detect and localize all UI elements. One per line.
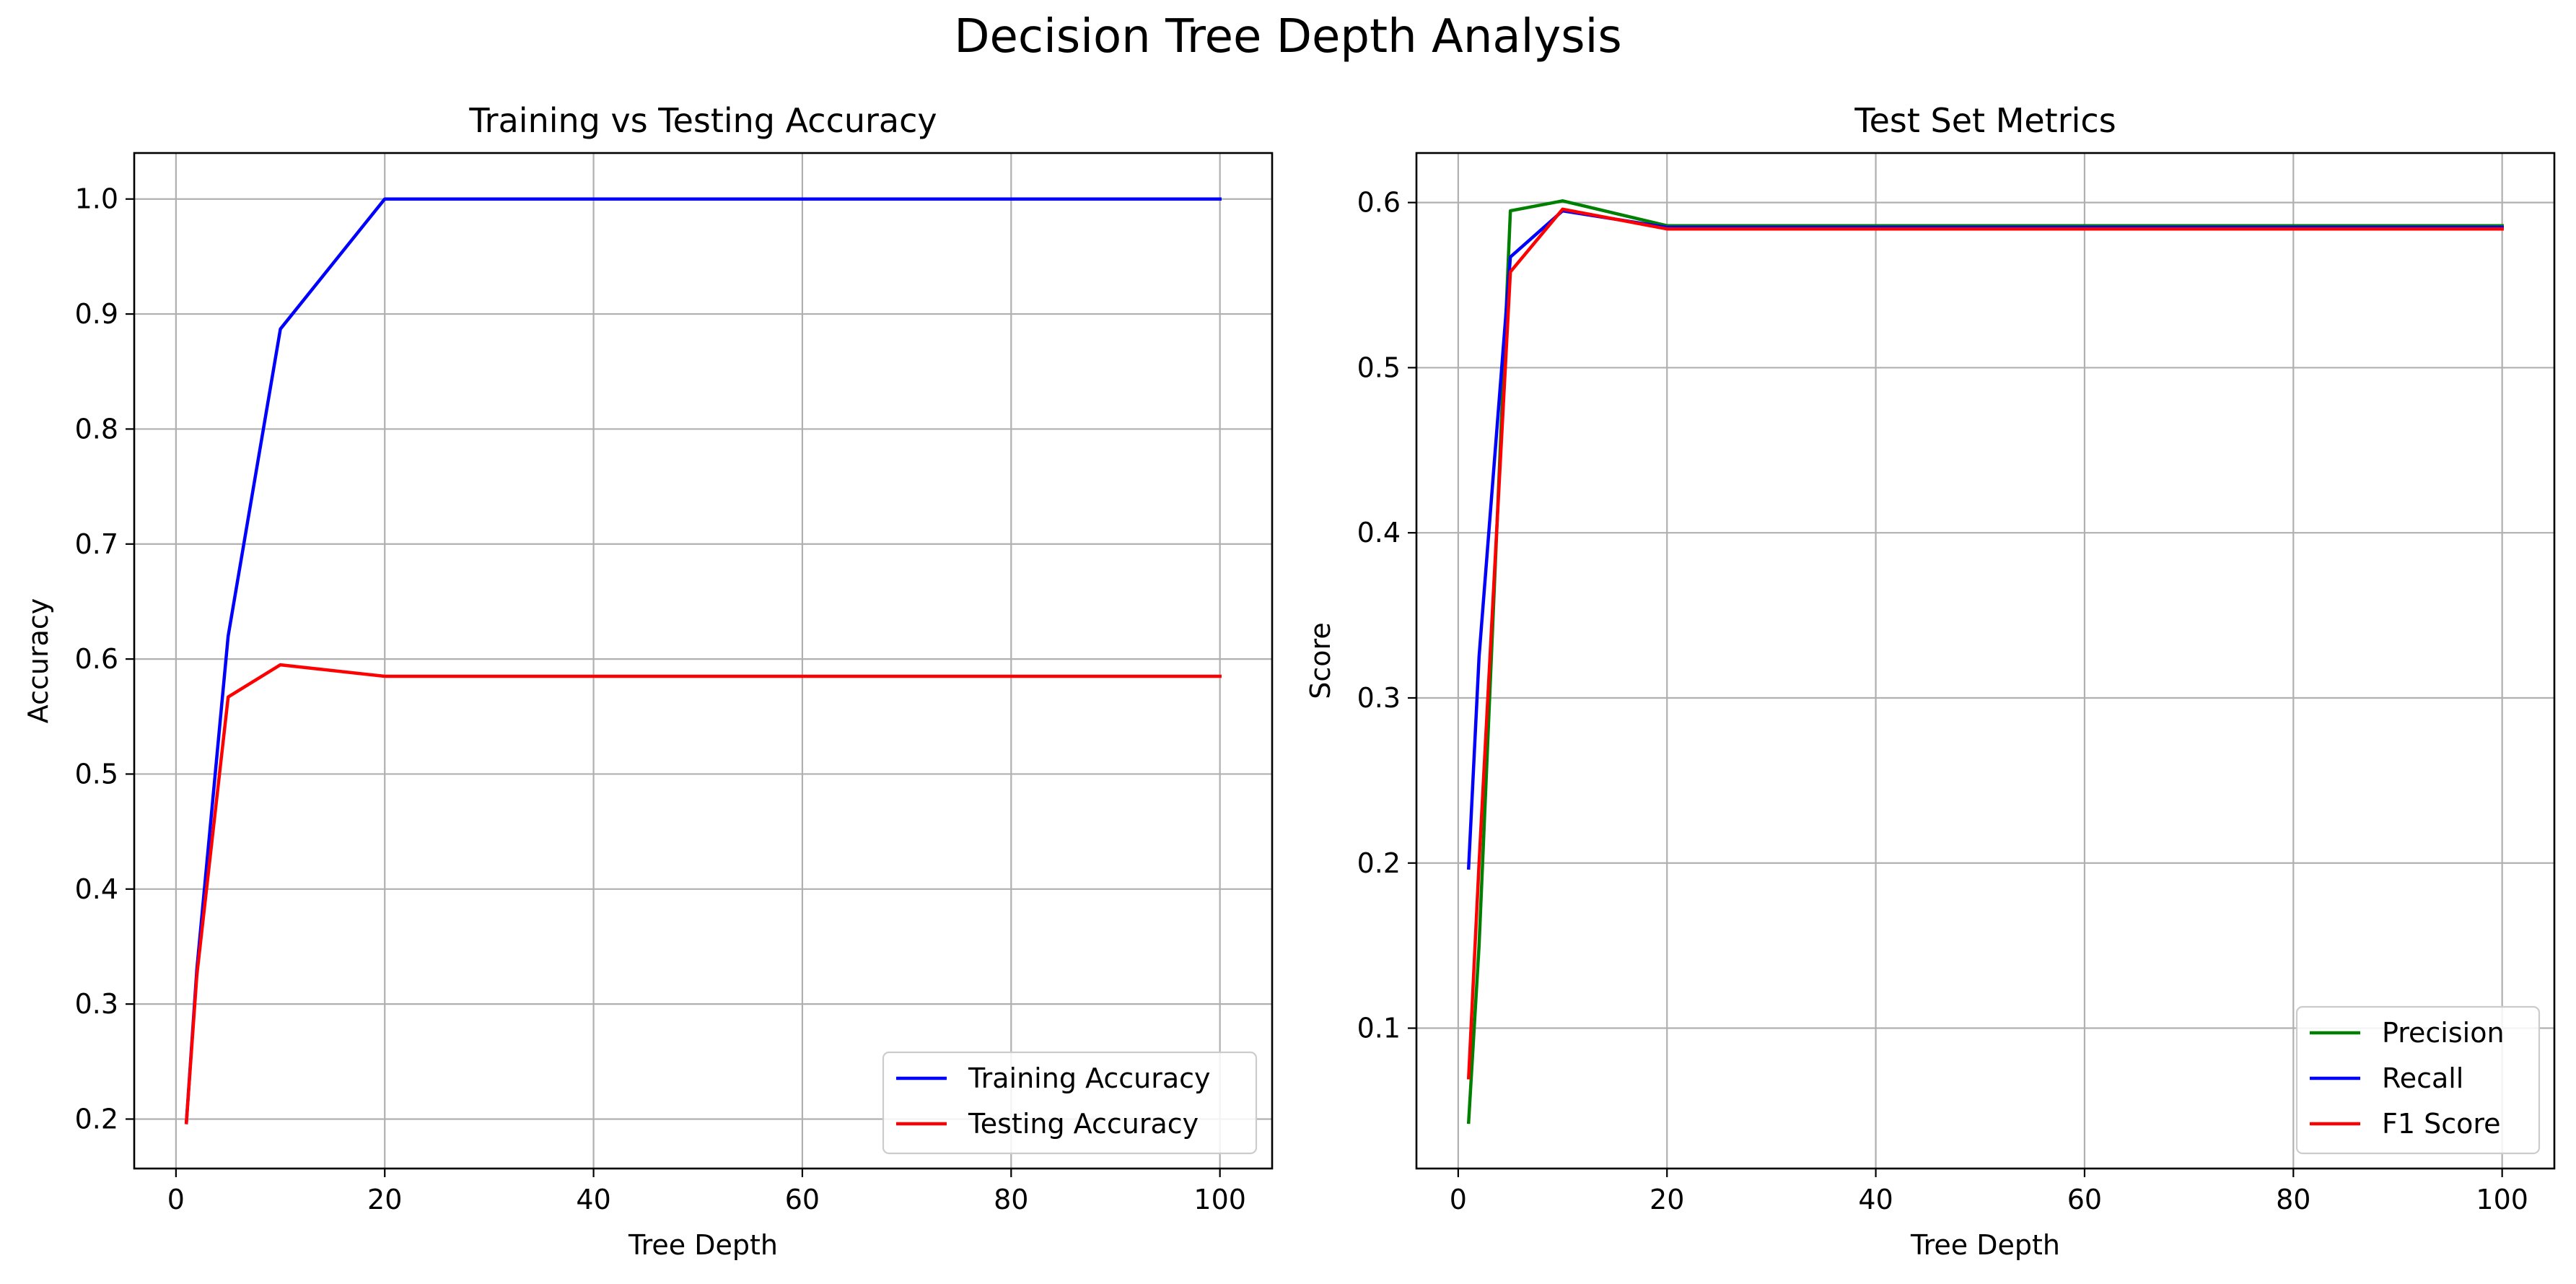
legend-box: [882, 1051, 1258, 1155]
figure-title: Decision Tree Depth Analysis: [954, 10, 1622, 64]
x-tick-label: 20: [367, 1184, 402, 1215]
legend-label: Precision: [2382, 1017, 2505, 1049]
series-line: [184, 197, 1222, 1124]
x-tick-label: 100: [1193, 1184, 1246, 1215]
chart-accuracy: 0 20 40 60 80 100 0.2 0.3 0.4 0.5 0.6 0.7 0.8 0.9 1.0 T…: [22, 101, 1274, 1261]
legend-label: Training Accuracy: [968, 1062, 1211, 1094]
legend: Training Accuracy Testing Accuracy: [882, 1051, 1258, 1155]
legend-label: Recall: [2382, 1062, 2463, 1094]
plot-frame: [1415, 152, 2556, 1170]
legend-box: [2295, 1005, 2541, 1155]
chart-test-metrics: 0 20 40 60 80 100 0.1 0.2 0.3 0.4 0.5 0.6 Test Set M…: [1305, 101, 2556, 1261]
x-tick-label: 80: [2276, 1184, 2310, 1215]
series-line: [1466, 199, 2504, 1124]
x-tick-label: 20: [1650, 1184, 1684, 1215]
legend-label: Testing Accuracy: [968, 1108, 1199, 1140]
x-tick-label: 100: [2476, 1184, 2528, 1215]
x-tick-label: 40: [1858, 1184, 1893, 1215]
y-axis-label: Accuracy: [22, 598, 54, 724]
legend: Precision Recall F1 Score: [2295, 1005, 2541, 1155]
y-tick-label: 0.1: [1357, 1013, 1401, 1044]
x-axis-label: Tree Depth: [1910, 1229, 2060, 1261]
y-tick-label: 0.3: [1357, 682, 1401, 714]
series-line: [1466, 209, 2504, 870]
chart-title: Training vs Testing Accuracy: [468, 101, 937, 140]
y-tick-label: 0.5: [75, 758, 118, 790]
y-tick-label: 0.4: [75, 873, 118, 905]
x-tick-label: 0: [167, 1184, 185, 1215]
legend-label: F1 Score: [2382, 1108, 2501, 1140]
x-tick-label: 60: [2067, 1184, 2102, 1215]
plot-frame: [133, 152, 1274, 1170]
y-tick-label: 0.7: [75, 528, 118, 560]
y-tick-label: 0.2: [75, 1103, 118, 1135]
y-tick-label: 0.3: [75, 988, 118, 1020]
y-tick-label: 1.0: [75, 183, 118, 215]
y-tick-label: 0.6: [1357, 187, 1401, 219]
x-tick-label: 80: [994, 1184, 1028, 1215]
y-tick-label: 0.6: [75, 643, 118, 675]
series-line: [184, 663, 1222, 1124]
y-axis-label: Score: [1305, 622, 1336, 699]
y-tick-label: 0.9: [75, 298, 118, 330]
chart-title: Test Set Metrics: [1854, 101, 2116, 140]
series-line: [1466, 207, 2504, 1080]
y-tick-label: 0.8: [75, 413, 118, 445]
x-tick-label: 40: [576, 1184, 610, 1215]
y-tick-label: 0.4: [1357, 517, 1401, 549]
x-tick-label: 0: [1450, 1184, 1467, 1215]
x-axis-label: Tree Depth: [628, 1229, 778, 1261]
x-tick-label: 60: [785, 1184, 820, 1215]
y-tick-label: 0.5: [1357, 351, 1401, 383]
y-tick-label: 0.2: [1357, 847, 1401, 879]
